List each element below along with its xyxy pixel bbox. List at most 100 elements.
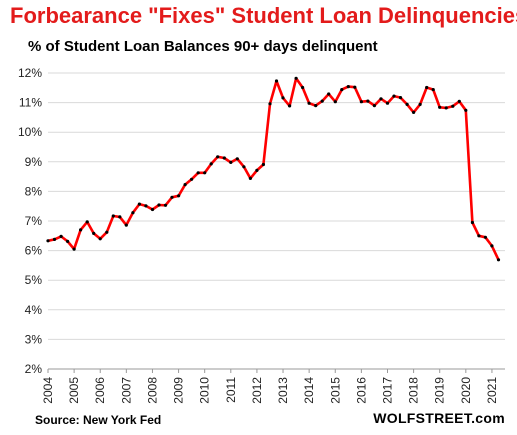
x-tick-label: 2018 bbox=[407, 377, 421, 404]
data-point bbox=[464, 108, 468, 112]
data-point bbox=[346, 85, 350, 89]
data-point bbox=[248, 176, 252, 180]
x-tick-label: 2004 bbox=[41, 377, 55, 404]
data-point bbox=[457, 99, 461, 103]
data-point bbox=[229, 160, 233, 164]
data-point bbox=[66, 239, 70, 243]
y-tick-label: 5% bbox=[25, 273, 43, 287]
x-tick-label: 2014 bbox=[302, 377, 316, 404]
data-point bbox=[209, 162, 213, 166]
y-tick-label: 7% bbox=[25, 214, 43, 228]
x-tick-label: 2019 bbox=[433, 377, 447, 404]
data-point bbox=[46, 239, 50, 243]
x-tick-label: 2015 bbox=[328, 377, 342, 404]
data-point bbox=[359, 100, 363, 104]
data-point bbox=[353, 85, 357, 89]
data-point bbox=[418, 102, 422, 106]
data-point bbox=[137, 202, 141, 206]
data-point bbox=[470, 220, 474, 225]
data-point bbox=[216, 155, 220, 159]
y-tick-label: 11% bbox=[19, 96, 42, 110]
y-tick-label: 8% bbox=[25, 184, 43, 198]
x-axis-ticks: 2004 2005 2006 2007 2008 2009 2010 2011 2012 2013… bbox=[41, 369, 499, 404]
data-point bbox=[261, 162, 265, 167]
data-point bbox=[268, 102, 272, 106]
delinquency-line bbox=[47, 77, 500, 261]
data-point bbox=[438, 105, 442, 109]
data-point bbox=[379, 97, 383, 101]
data-point bbox=[320, 99, 324, 103]
data-point bbox=[79, 228, 83, 232]
data-point bbox=[111, 214, 115, 218]
data-point bbox=[105, 230, 109, 234]
x-tick-label: 2021 bbox=[485, 377, 499, 404]
data-point bbox=[222, 156, 226, 160]
y-tick-label: 9% bbox=[25, 155, 43, 169]
data-point bbox=[92, 231, 96, 235]
data-point bbox=[392, 94, 396, 98]
y-tick-label: 2% bbox=[25, 362, 43, 376]
y-tick-label: 10% bbox=[18, 125, 42, 139]
data-point bbox=[163, 203, 168, 207]
x-tick-label: 2010 bbox=[198, 377, 212, 404]
data-point bbox=[477, 234, 481, 238]
data-point bbox=[183, 183, 187, 187]
chart-title: Forbearance "Fixes" Student Loan Delinqu… bbox=[10, 3, 517, 28]
data-point bbox=[412, 110, 416, 114]
chart-subtitle: % of Student Loan Balances 90+ days deli… bbox=[28, 38, 378, 55]
data-point bbox=[307, 101, 311, 105]
data-point bbox=[483, 235, 487, 239]
data-point bbox=[451, 104, 455, 108]
data-point bbox=[242, 165, 246, 169]
x-tick-label: 2011 bbox=[224, 377, 238, 403]
data-point bbox=[288, 104, 292, 108]
data-point bbox=[85, 220, 89, 224]
data-point bbox=[72, 247, 76, 251]
data-point bbox=[144, 204, 148, 208]
data-point bbox=[274, 79, 279, 83]
data-point bbox=[52, 237, 57, 241]
data-point bbox=[398, 96, 403, 100]
data-point bbox=[327, 92, 331, 96]
data-point bbox=[59, 234, 63, 238]
data-point bbox=[196, 171, 200, 175]
source-note: Source: New York Fed bbox=[35, 413, 162, 427]
data-point bbox=[255, 168, 259, 172]
data-point bbox=[294, 76, 298, 80]
data-point bbox=[203, 171, 207, 175]
x-tick-label: 2006 bbox=[93, 377, 107, 404]
data-point bbox=[444, 106, 448, 110]
data-point bbox=[301, 85, 305, 90]
data-point bbox=[170, 195, 174, 199]
y-tick-label: 3% bbox=[25, 332, 43, 346]
x-tick-label: 2008 bbox=[145, 377, 159, 404]
data-point bbox=[431, 88, 435, 92]
data-point bbox=[98, 237, 102, 241]
y-tick-label: 4% bbox=[25, 303, 43, 317]
data-point bbox=[235, 157, 239, 161]
data-point bbox=[333, 100, 337, 104]
x-tick-label: 2013 bbox=[276, 377, 290, 404]
data-point bbox=[177, 194, 181, 198]
data-point bbox=[372, 104, 376, 108]
y-axis-ticks: 2% 3% 4% 5% 6% 7% 8% 9% 10% 11% 12% bbox=[18, 66, 42, 376]
data-point bbox=[496, 258, 501, 262]
data-point bbox=[150, 207, 155, 212]
x-tick-label: 2007 bbox=[119, 377, 133, 404]
x-tick-label: 2020 bbox=[459, 377, 473, 404]
data-point bbox=[281, 96, 285, 100]
x-tick-label: 2012 bbox=[250, 377, 264, 404]
data-point bbox=[314, 104, 318, 108]
data-point bbox=[385, 101, 390, 105]
x-tick-label: 2017 bbox=[380, 377, 394, 404]
x-tick-label: 2016 bbox=[354, 377, 368, 404]
data-markers bbox=[46, 76, 501, 262]
data-point bbox=[190, 177, 194, 181]
y-tick-label: 6% bbox=[25, 244, 43, 258]
data-point bbox=[124, 223, 128, 227]
data-point bbox=[340, 88, 344, 92]
data-point bbox=[157, 203, 161, 207]
x-tick-label: 2009 bbox=[172, 377, 186, 404]
x-tick-label: 2005 bbox=[67, 377, 81, 404]
